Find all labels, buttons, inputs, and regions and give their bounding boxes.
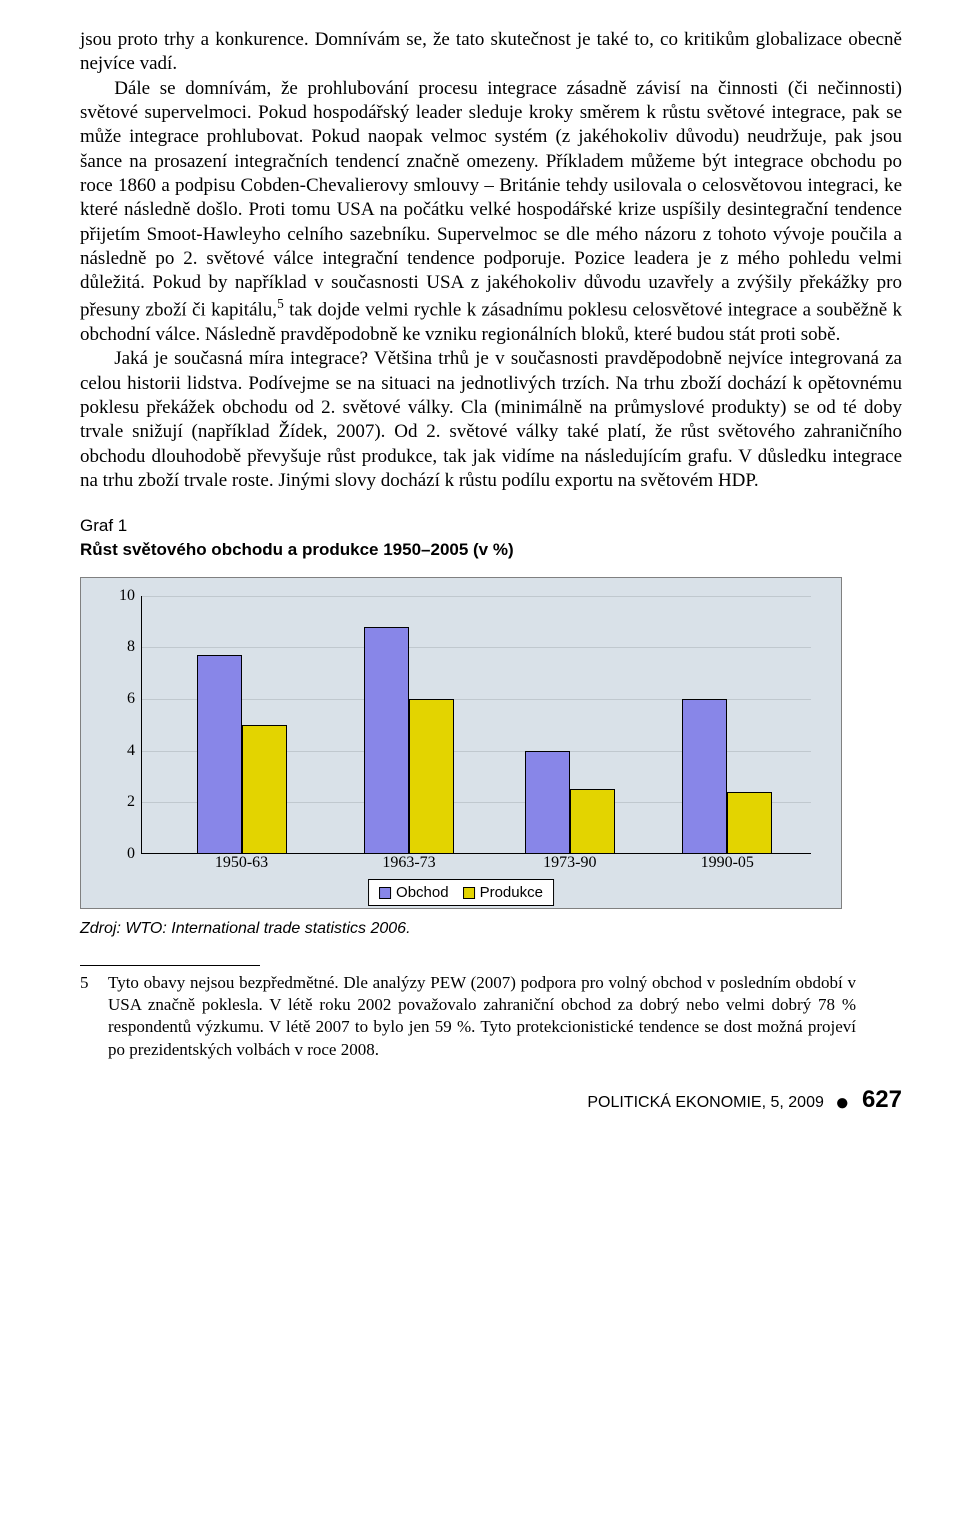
page-number: 627: [862, 1086, 902, 1113]
footnote-ref-5: 5: [277, 296, 284, 311]
paragraph-2: Dále se domnívám, že prohlubování proces…: [80, 77, 902, 348]
bar: [197, 655, 242, 854]
bar: [409, 699, 454, 854]
x-axis-label: 1950-63: [215, 853, 268, 873]
x-axis-label: 1973-90: [543, 853, 596, 873]
bar-group: [364, 627, 454, 854]
y-axis-tick: 4: [87, 740, 135, 760]
bar-group: [682, 699, 772, 854]
paragraph-1: jsou proto trhy a konkurence. Domnívám s…: [80, 28, 902, 77]
chart-heading: Graf 1 Růst světového obchodu a produkce…: [80, 515, 902, 561]
y-axis-tick: 8: [87, 637, 135, 657]
footnote-number: 5: [80, 972, 108, 994]
legend-swatch: [379, 887, 391, 899]
legend-label: Produkce: [480, 884, 543, 901]
page-footer: POLITICKÁ EKONOMIE, 5, 2009 ● 627: [80, 1085, 902, 1119]
legend-label: Obchod: [396, 884, 449, 901]
y-axis-tick: 2: [87, 792, 135, 812]
legend-swatch: [463, 887, 475, 899]
chart-title: Růst světového obchodu a produkce 1950–2…: [80, 539, 902, 561]
bar: [570, 789, 615, 854]
chart-source: Zdroj: WTO: International trade statisti…: [80, 919, 902, 939]
x-axis-label: 1990-05: [701, 853, 754, 873]
footnote-5: 5Tyto obavy nejsou bezpředmětné. Dle ana…: [80, 972, 902, 1060]
y-axis-tick: 10: [87, 586, 135, 606]
bar-chart: 0 2 4 6 8 10 1950-63 1963-73 1973-90 1990-05 Obcho…: [80, 577, 842, 909]
bar-group: [197, 655, 287, 854]
bar: [242, 725, 287, 854]
footnote-text: Tyto obavy nejsou bezpředmětné. Dle anal…: [108, 972, 856, 1060]
bar: [364, 627, 409, 854]
article-body: jsou proto trhy a konkurence. Domnívám s…: [80, 28, 902, 493]
bar: [727, 792, 772, 854]
chart-legend: Obchod Produkce: [368, 879, 554, 906]
bar: [525, 751, 570, 854]
legend-item: Obchod: [379, 883, 449, 902]
footnote-rule: [80, 965, 260, 966]
legend-item: Produkce: [463, 883, 543, 902]
y-axis-tick: 6: [87, 689, 135, 709]
y-axis-tick: 0: [87, 844, 135, 864]
bullet-icon: ●: [828, 1089, 849, 1116]
journal-ref: POLITICKÁ EKONOMIE, 5, 2009: [587, 1094, 824, 1111]
x-axis-label: 1963-73: [382, 853, 435, 873]
bar-group: [525, 751, 615, 854]
paragraph-3: Jaká je současná míra integrace? Většina…: [80, 347, 902, 493]
chart-number: Graf 1: [80, 515, 902, 537]
bar: [682, 699, 727, 854]
